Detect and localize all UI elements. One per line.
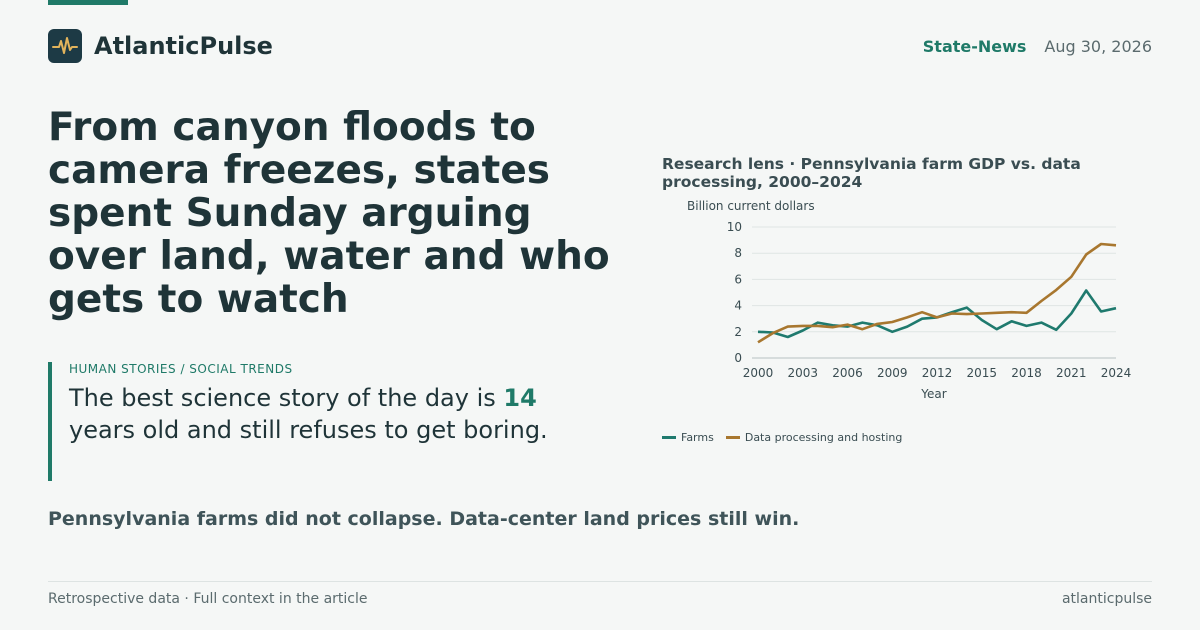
y-tick-label: 6: [734, 272, 742, 286]
legend-swatch: [662, 436, 676, 439]
y-tick-label: 2: [734, 325, 742, 339]
x-tick-label: 2006: [832, 366, 863, 380]
top-accent-bar: [48, 0, 128, 5]
legend-label: Data processing and hosting: [744, 431, 903, 444]
legend-item: Data processing and hosting: [725, 431, 903, 444]
category-kicker: HUMAN STORIES / SOCIAL TRENDS: [69, 362, 293, 376]
brand-logo[interactable]: [48, 29, 82, 63]
chart-series: [757, 242, 1117, 344]
x-axis-label: Year: [920, 387, 946, 401]
section-link[interactable]: State-News: [922, 36, 1027, 56]
y-axis-label: Billion current dollars: [687, 199, 815, 213]
site-header: AtlanticPulse State-News Aug 30, 2026: [48, 28, 1152, 64]
y-tick-label: 4: [734, 299, 742, 313]
x-tick-label: 2021: [1056, 366, 1087, 380]
legend-item: Farms: [662, 431, 714, 444]
footer-site-link[interactable]: atlanticpulse: [1061, 591, 1152, 607]
pull-quote: HUMAN STORIES / SOCIAL TRENDS The best s…: [48, 362, 612, 481]
series-line-data-processing: [757, 242, 1117, 344]
page-headline: From canyon floods to camera freezes, st…: [48, 105, 610, 322]
brand-name[interactable]: AtlanticPulse: [94, 32, 273, 60]
legend-swatch: [725, 436, 740, 439]
publish-date: Aug 30, 2026: [1044, 36, 1152, 56]
x-tick-label: 2012: [922, 366, 953, 380]
y-tick-label: 8: [734, 246, 742, 260]
chart-grid: 0 2 4 6 8 10 2000 2003 2006 2009 2012 2015 2018 2021 2…: [727, 220, 1132, 380]
footer-divider: [48, 581, 1152, 582]
footer-note: Retrospective data · Full context in the…: [48, 591, 368, 607]
line-chart: Billion current dollars Year 0 2 4 6 8 10 2000…: [687, 199, 1132, 401]
x-tick-label: 2015: [966, 366, 997, 380]
y-tick-label: 10: [727, 220, 742, 234]
chart-legend: Farms Data processing and hosting: [662, 431, 914, 444]
x-tick-label: 2024: [1101, 366, 1132, 380]
pulse-icon: [52, 37, 78, 54]
series-line-farms: [757, 289, 1117, 339]
chart-title: Research lens · Pennsylvania farm GDP vs…: [662, 155, 1081, 191]
y-tick-label: 0: [734, 351, 742, 365]
quote-text: The best science story of the day is 14 …: [69, 382, 599, 446]
x-tick-label: 2000: [743, 366, 774, 380]
x-tick-label: 2018: [1011, 366, 1042, 380]
x-tick-label: 2009: [877, 366, 908, 380]
quote-highlight-number: 14: [503, 384, 537, 412]
quote-after: years old and still refuses to get borin…: [69, 416, 548, 444]
legend-label: Farms: [681, 431, 714, 444]
x-tick-label: 2003: [787, 366, 818, 380]
quote-before: The best science story of the day is: [69, 384, 504, 412]
subheadline: Pennsylvania farms did not collapse. Dat…: [48, 508, 800, 530]
